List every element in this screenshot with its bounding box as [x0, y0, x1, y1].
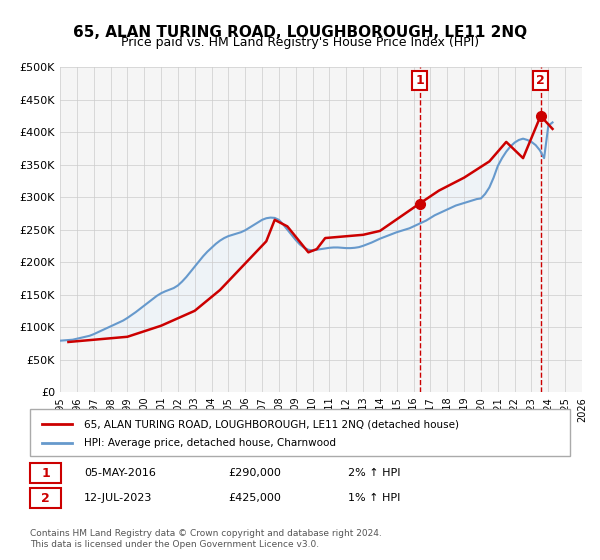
- Text: 2: 2: [41, 492, 50, 505]
- Text: Contains HM Land Registry data © Crown copyright and database right 2024.
This d: Contains HM Land Registry data © Crown c…: [30, 529, 382, 549]
- Text: 2% ↑ HPI: 2% ↑ HPI: [348, 468, 401, 478]
- Text: Price paid vs. HM Land Registry's House Price Index (HPI): Price paid vs. HM Land Registry's House …: [121, 36, 479, 49]
- Text: 2: 2: [536, 74, 545, 87]
- Text: 65, ALAN TURING ROAD, LOUGHBOROUGH, LE11 2NQ: 65, ALAN TURING ROAD, LOUGHBOROUGH, LE11…: [73, 25, 527, 40]
- Text: HPI: Average price, detached house, Charnwood: HPI: Average price, detached house, Char…: [84, 438, 336, 448]
- Text: 65, ALAN TURING ROAD, LOUGHBOROUGH, LE11 2NQ (detached house): 65, ALAN TURING ROAD, LOUGHBOROUGH, LE11…: [84, 419, 459, 429]
- Text: 1% ↑ HPI: 1% ↑ HPI: [348, 493, 400, 503]
- Text: 12-JUL-2023: 12-JUL-2023: [84, 493, 152, 503]
- Text: £290,000: £290,000: [228, 468, 281, 478]
- Text: 05-MAY-2016: 05-MAY-2016: [84, 468, 156, 478]
- Text: 1: 1: [41, 466, 50, 480]
- Text: £425,000: £425,000: [228, 493, 281, 503]
- Text: 1: 1: [415, 74, 424, 87]
